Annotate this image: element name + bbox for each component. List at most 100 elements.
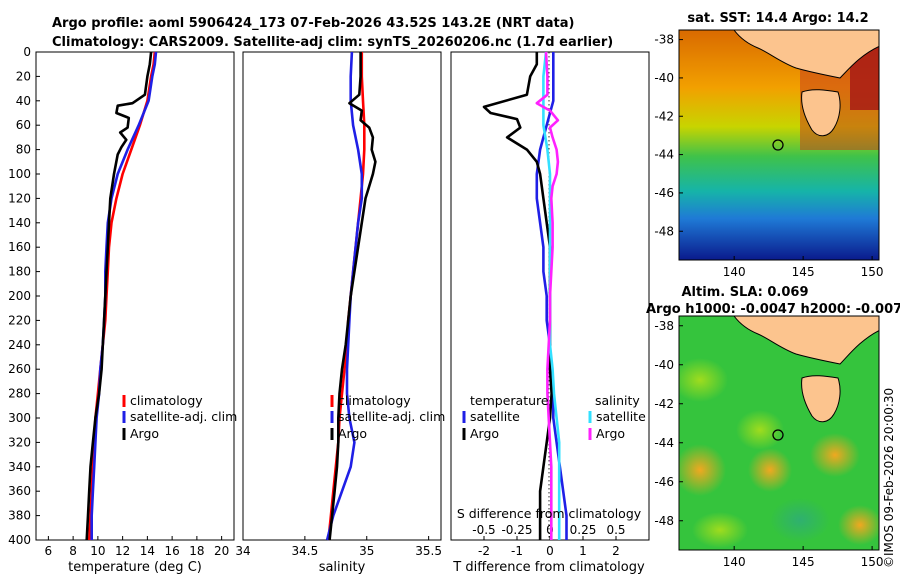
depth-tick-label: 0 [23,45,31,59]
title-line-2: Climatology: CARS2009. Satellite-adj cli… [52,35,613,50]
x-tick-label: 35.5 [415,544,442,558]
sla-anomaly [679,444,726,496]
lat-tick-label: -42 [654,397,674,411]
temperature-xlabel: temperature (deg C) [68,560,202,575]
legend-argo: Argo [338,426,367,441]
temperature-x-axis: 6 8 10 12 14 16 18 20 [45,536,229,558]
temperature-legend: climatology satellite-adj. clim Argo [122,393,237,441]
lon-tick-label: 140 [723,265,746,279]
x-tick-label: 0 [546,544,554,558]
legend-satellite: satellite-adj. clim [338,409,445,424]
depth-tick-label: 220 [8,313,31,327]
title-line-1: Argo profile: aoml 5906424_173 07-Feb-20… [52,16,574,31]
lat-tick-label: -42 [654,109,674,123]
top-tick-label: -0.5 [472,523,495,537]
lat-tick-label: -46 [654,186,674,200]
x-tick-label: 14 [140,544,155,558]
sla-anomaly [810,433,860,477]
salinity-panel: 34 34.5 35 35.5 salinity climatology satell… [235,51,445,575]
argo-float-marker [772,429,784,441]
depth-tick-label: 340 [8,460,31,474]
legend-title-salinity: salinity [595,393,640,408]
series-line-argo [328,52,377,541]
sst-lon-axis: 140 145 150 [723,256,884,279]
x-tick-label: 16 [164,544,179,558]
sla-map-panel: Altim. SLA: 0.069 Argo h1000: -0.0047 h2… [646,285,900,569]
lon-tick-label: 150 [861,265,884,279]
depth-tick-label: 60 [16,118,31,132]
series-line-t-argo [482,52,553,540]
depth-tick-label: 360 [8,484,31,498]
salinity-legend: climatology satellite-adj. clim Argo [330,393,445,441]
temperature-axes [35,51,235,541]
x-tick-label: 20 [214,544,229,558]
x-tick-label: 2 [612,544,620,558]
sst-map-frame [678,29,880,261]
salinity-series [325,51,377,541]
x-tick-label: 6 [45,544,53,558]
sst-title: sat. SST: 14.4 Argo: 14.2 [687,11,868,26]
x-tick-label: 1 [579,544,587,558]
sst-map-panel: sat. SST: 14.4 Argo: 14.2 -38 -40 -42 -44 -4… [654,11,883,279]
tasmania [801,375,841,423]
salinity-xlabel: salinity [319,560,366,575]
sla-anomaly [838,505,879,545]
sla-anomaly [748,448,792,492]
depth-tick-label: 400 [8,533,31,547]
tasmania [801,89,841,137]
depth-tick-label: 20 [16,69,31,83]
depth-tick-label: 160 [8,240,31,254]
depth-tick-label: 80 [16,143,31,157]
legend-satellite: satellite-adj. clim [130,409,237,424]
depth-tick-label: 100 [8,167,31,181]
lat-tick-label: -46 [654,475,674,489]
difference-x-axis: -2 -1 0 1 2 [478,536,620,558]
depth-tick-label: 240 [8,338,31,352]
sst-lat-axis: -38 -40 -42 -44 -46 -48 [654,33,683,238]
salinity-difference-legend: salinity satellite Argo [588,393,646,441]
legend-title-temperature: temperature [470,393,549,408]
sla-anomaly [679,358,728,402]
depth-tick-label: 200 [8,289,31,303]
depth-tick-label: 380 [8,509,31,523]
lon-tick-label: 145 [792,265,815,279]
x-tick-label: 18 [189,544,204,558]
lon-tick-label: 150 [861,555,884,569]
lat-tick-label: -48 [654,514,674,528]
depth-tick-label: 120 [8,191,31,205]
sla-anomaly [736,410,784,450]
sla-title-1: Altim. SLA: 0.069 [682,285,809,300]
salinity-x-axis: 34 34.5 35 35.5 [235,536,442,558]
mainland-australia [733,316,879,365]
sla-lat-axis: -38 -40 -42 -44 -46 -48 [654,319,683,528]
depth-axis: 0 20 40 60 80 100 120 140 160 180 200 220 240 260 280 3… [8,45,40,547]
x-tick-label: 34.5 [292,544,319,558]
depth-tick-label: 320 [8,435,31,449]
sst-field [679,30,879,260]
mainland-australia [733,30,879,79]
depth-tick-label: 280 [8,387,31,401]
lat-tick-label: -44 [654,436,674,450]
series-line-s-argo [535,51,560,540]
legend-t-satellite: satellite [470,409,520,424]
top-tick-label: -0.25 [501,523,532,537]
salinity-axes [242,51,442,541]
lon-tick-label: 140 [723,555,746,569]
difference-xlabel: T difference from climatology [452,560,645,575]
depth-tick-label: 260 [8,362,31,376]
legend-s-argo: Argo [596,426,625,441]
sla-field [679,316,879,550]
difference-top-xlabel: S difference from climatology [457,506,642,521]
sla-map-frame [678,315,880,551]
lat-tick-label: -40 [654,71,674,85]
imos-watermark: ©IMOS 09-Feb-2026 20:00:30 [882,388,896,568]
temperature-panel: 0 20 40 60 80 100 120 140 160 180 200 220 240 260 280 3… [8,45,237,575]
x-tick-label: -2 [478,544,490,558]
difference-series [482,51,568,540]
depth-tick-label: 40 [16,94,31,108]
series-line-argo [85,51,153,541]
x-tick-label: 10 [90,544,105,558]
lat-tick-label: -48 [654,224,674,238]
temperature-series [85,51,158,541]
top-tick-label: 0.5 [606,523,625,537]
